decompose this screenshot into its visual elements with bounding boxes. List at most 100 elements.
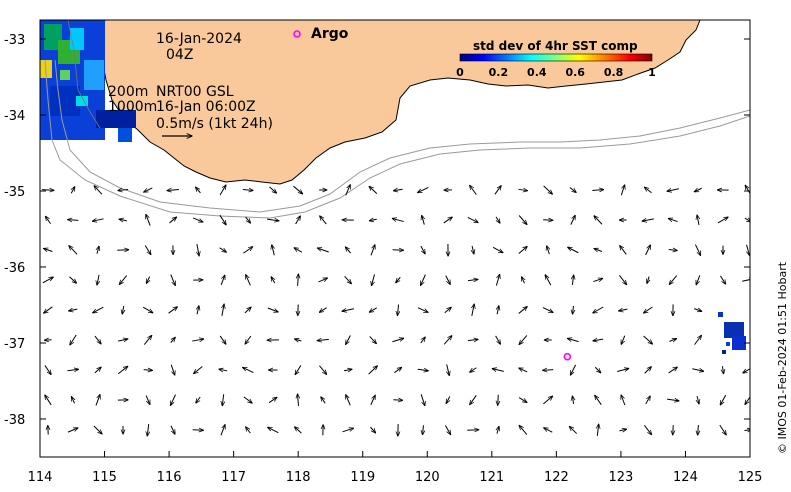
current-vector [570, 364, 577, 375]
current-vector [443, 336, 452, 345]
current-vector [267, 219, 279, 221]
current-vector [45, 216, 51, 225]
current-vector [545, 275, 552, 286]
current-vector [45, 395, 52, 406]
credit-text: © IMOS 01-Feb-2024 01:51 Hobart [776, 261, 789, 454]
current-vector [467, 216, 478, 222]
x-tick-label: 115 [92, 470, 117, 485]
current-vector [146, 276, 149, 284]
y-tick-label: -38 [4, 413, 25, 428]
current-vector [246, 275, 251, 286]
current-vector [717, 217, 728, 224]
current-vector [422, 215, 425, 225]
x-tick-label: 124 [673, 470, 698, 485]
current-vector [321, 397, 326, 404]
current-vector [417, 307, 428, 313]
current-vector [69, 309, 78, 311]
current-vector [518, 246, 527, 254]
current-vector [345, 185, 351, 196]
current-vector [495, 335, 501, 344]
current-vector [219, 247, 227, 252]
current-vector [142, 306, 153, 313]
current-vector [446, 396, 450, 404]
current-vector [345, 247, 352, 254]
current-vector [370, 426, 375, 433]
current-vector [170, 274, 176, 286]
x-tick-label: 118 [286, 470, 311, 485]
current-vector [668, 218, 678, 221]
current-vector [94, 335, 101, 344]
colorbar-tick-label: 1 [648, 66, 656, 79]
current-vector [645, 396, 650, 405]
current-vector [543, 370, 554, 371]
current-vector [694, 244, 700, 256]
current-vector [519, 425, 528, 435]
current-vector [318, 278, 328, 283]
current-vector [192, 339, 204, 341]
current-vector [42, 190, 54, 191]
current-vector [244, 307, 251, 314]
current-vector [44, 248, 53, 251]
current-vector [392, 338, 403, 343]
x-tick-label: 119 [350, 470, 375, 485]
current-vector [694, 335, 702, 345]
current-vector [245, 216, 251, 223]
current-vector [68, 220, 79, 221]
current-vector [495, 274, 499, 286]
current-vector [271, 277, 275, 284]
current-vector [295, 365, 302, 374]
current-vector [396, 276, 401, 282]
current-vector [219, 214, 226, 225]
current-vector [219, 185, 226, 196]
x-tick-label: 121 [479, 470, 504, 485]
current-vector [196, 396, 201, 403]
date-line-2: 04Z [166, 47, 193, 63]
colorbar-tick-label: 0 [456, 66, 464, 79]
current-vector [420, 337, 425, 344]
current-vector [518, 215, 527, 224]
product-time-label: 16-Jan 06:00Z [156, 99, 256, 115]
current-vector [369, 336, 377, 343]
current-vector [644, 367, 652, 374]
sst-stddev-patch-east [718, 312, 746, 354]
current-vector [119, 219, 127, 221]
current-vector [694, 309, 702, 312]
colorbar-tick-label: 0.4 [527, 66, 547, 79]
current-vector [495, 216, 500, 223]
current-vector [621, 335, 626, 345]
current-vector [696, 275, 701, 284]
current-vector [243, 247, 252, 254]
colorbar-ticks: 0 0.2 0.4 0.6 0.8 1 [456, 66, 656, 79]
current-vector [719, 424, 726, 435]
current-vector [295, 339, 302, 341]
current-vector [547, 246, 550, 255]
current-vector [467, 279, 478, 280]
current-vector [592, 190, 603, 191]
current-vector [720, 275, 725, 284]
y-tick-label: -37 [4, 337, 25, 352]
current-vector [243, 367, 254, 374]
current-vector [393, 189, 403, 190]
current-vector [169, 217, 176, 224]
current-vector [145, 395, 150, 405]
current-vector [69, 246, 78, 255]
current-vector [619, 429, 626, 431]
current-vector [293, 185, 302, 194]
current-vector [595, 395, 602, 405]
current-vector [470, 395, 477, 404]
current-vector [118, 339, 128, 341]
current-vector [147, 424, 148, 436]
argo-legend-label: Argo [311, 26, 349, 42]
scale-label: 0.5m/s (1kt 24h) [156, 116, 273, 132]
current-vector [543, 396, 552, 405]
current-vector [647, 276, 649, 284]
argo-float-marker[interactable] [563, 352, 572, 361]
current-vector [620, 185, 624, 196]
current-vector [317, 339, 329, 340]
current-vector [692, 369, 703, 372]
current-vector [243, 396, 252, 403]
y-tick-label: -35 [4, 185, 25, 200]
current-vector [144, 245, 151, 255]
colorbar [459, 53, 653, 62]
current-vector [593, 278, 602, 281]
